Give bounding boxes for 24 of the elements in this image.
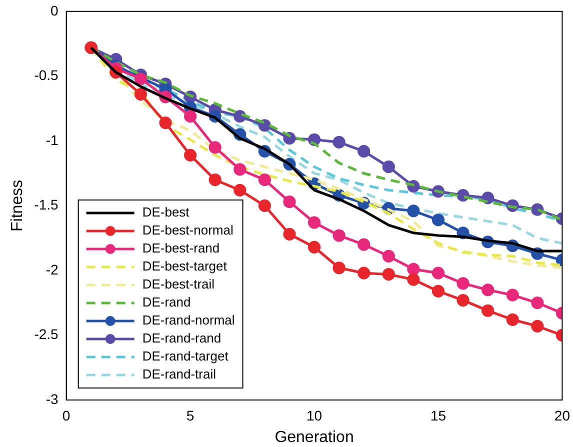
legend-label: DE-best-rand — [142, 240, 220, 256]
legend-label: DE-rand — [142, 294, 191, 310]
x-tick-label: 5 — [186, 407, 194, 424]
y-tick-label: -0.5 — [34, 67, 59, 84]
x-tick-label: 15 — [430, 407, 446, 424]
y-tick-label: -1.5 — [34, 196, 59, 213]
legend-label: DE-best-trail — [142, 276, 215, 292]
y-tick-label: -2 — [46, 261, 59, 278]
legend-label: DE-rand-normal — [142, 312, 235, 328]
y-tick-label: 0 — [50, 2, 59, 18]
legend-label: DE-rand-trail — [142, 366, 216, 382]
x-tick-label: 10 — [306, 407, 322, 424]
x-tick-label: 0 — [62, 407, 70, 424]
x-axis-title: Generation — [274, 428, 354, 446]
legend-label: DE-rand-target — [142, 348, 229, 364]
x-tick-label: 20 — [554, 407, 570, 424]
y-axis-title: Fitness — [9, 180, 26, 232]
legend-label: DE-best-target — [142, 258, 228, 274]
y-tick-label: -2.5 — [34, 326, 59, 342]
y-tick-label: -1 — [46, 132, 59, 148]
legend-label: DE-best — [142, 204, 190, 220]
legend-label: DE-best-normal — [142, 222, 234, 238]
y-tick-label: -3 — [46, 390, 59, 407]
legend-label: DE-rand-rand — [142, 330, 222, 346]
